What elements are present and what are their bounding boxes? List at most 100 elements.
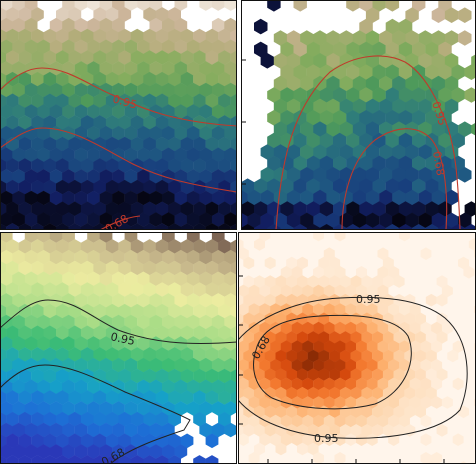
hexbin-cell	[345, 414, 357, 428]
hexbin-cell	[334, 340, 346, 353]
hexbin-cell	[0, 422, 13, 438]
hexbin-cell	[199, 39, 213, 55]
hexbin-cell	[24, 212, 38, 227]
hexbin-cell	[68, 201, 82, 217]
hexbin-cell	[56, 158, 69, 173]
hexbin-cell	[74, 336, 88, 351]
hexbin-cell	[471, 54, 476, 68]
hexbin-cell	[385, 224, 400, 230]
hexbin-cell	[307, 442, 319, 456]
hexbin-cell	[80, 325, 94, 341]
hexbin-cell	[193, 93, 206, 109]
hexbin-cell	[323, 414, 335, 428]
hexbin-cell	[372, 110, 386, 126]
hexbin-cell	[186, 169, 200, 184]
hexbin-cell	[398, 201, 413, 217]
hexbin-cell	[333, 41, 347, 58]
hexbin-cell	[0, 303, 7, 319]
hexbin-cell	[420, 414, 432, 428]
hexbin-cell	[464, 201, 476, 217]
hexbin-cell	[49, 422, 63, 438]
hexbin-cell	[68, 50, 82, 65]
hexbin-cell	[345, 321, 357, 335]
hexbin-cell	[392, 75, 406, 92]
hexbin-cell	[62, 401, 75, 416]
hexbin-cell	[0, 179, 7, 195]
hexbin-cell	[62, 422, 75, 438]
hexbin-cell	[162, 379, 175, 395]
hexbin-cell	[24, 169, 38, 184]
hexbin-cell	[130, 411, 144, 427]
hexbin-cell	[118, 239, 132, 254]
hexbin-cell	[68, 136, 82, 152]
hexbin-cell	[49, 82, 63, 98]
hexbin-cell	[162, 125, 175, 141]
hexbin-cell	[444, 121, 459, 137]
hexbin-cell	[186, 147, 200, 163]
hexbin-cell	[319, 178, 334, 194]
hexbin-cell	[412, 0, 426, 12]
hexbin-cell	[0, 50, 7, 65]
hexbin-cell	[286, 331, 298, 344]
hexbin-cell	[130, 455, 144, 464]
hexbin-cell	[193, 282, 206, 297]
hexbin-cell	[149, 379, 163, 395]
hexbin-cell	[319, 201, 334, 217]
hexbin-cell	[80, 282, 94, 297]
hexbin-cell	[0, 433, 7, 449]
hexbin-cell	[93, 28, 107, 44]
hexbin-cell	[326, 144, 340, 160]
hexbin-cell	[313, 452, 324, 464]
hexbin-cell	[62, 314, 75, 330]
hexbin-cell	[68, 158, 82, 173]
hexbin-cell	[193, 201, 206, 217]
hexbin-cell	[56, 368, 69, 384]
hexbin-cell	[329, 256, 341, 270]
hexbin-cell	[300, 144, 314, 160]
hexbin-cell	[345, 396, 357, 409]
hexbin-cell	[80, 411, 94, 427]
hexbin-cell	[346, 64, 360, 80]
hexbin-cell	[399, 377, 410, 391]
hexbin-cell	[409, 303, 421, 316]
hexbin-cell	[6, 50, 19, 65]
hexbin-cell	[49, 17, 63, 33]
hexbin-cell	[80, 390, 94, 405]
hexbin-cell	[438, 0, 452, 12]
hexbin-cell	[18, 179, 32, 195]
hexbin-cell	[174, 17, 188, 33]
hexbin-cell	[300, 98, 314, 115]
hexbin-cell	[393, 275, 405, 288]
hexbin-cell	[224, 82, 237, 98]
hexbin-cell	[162, 232, 175, 243]
hexbin-cell	[313, 359, 324, 372]
hexbin-cell	[0, 223, 7, 230]
hexbin-cell	[366, 303, 378, 316]
hexbin-cell	[293, 0, 307, 12]
hexbin-cell	[118, 455, 132, 464]
hexbin-cell	[438, 87, 452, 103]
hexbin-cell	[193, 368, 206, 384]
hexbin-cell	[193, 325, 206, 341]
hexbin-cell	[275, 424, 287, 437]
hexbin-cell	[339, 189, 353, 206]
hexbin-cell	[306, 178, 321, 194]
hexbin-cell	[162, 169, 175, 184]
hexbin-cell	[168, 223, 181, 230]
hexbin-cell	[307, 349, 319, 363]
hexbin-cell	[162, 271, 175, 287]
hexbin-cell	[313, 30, 327, 46]
hexbin-cell	[18, 71, 32, 87]
hexbin-cell	[87, 147, 100, 163]
hexbin-cell	[56, 411, 69, 427]
hexbin-cell	[280, 303, 292, 316]
hexbin-cell	[149, 357, 163, 373]
hexbin-cell	[186, 125, 200, 141]
hexbin-cell	[130, 239, 144, 254]
hexbin-cell	[415, 405, 426, 419]
hexbin-cell	[259, 340, 271, 353]
hexbin-cell	[168, 93, 181, 109]
hexbin-cell	[31, 368, 44, 384]
hexbin-cell	[124, 190, 138, 206]
hexbin-cell	[436, 312, 448, 326]
